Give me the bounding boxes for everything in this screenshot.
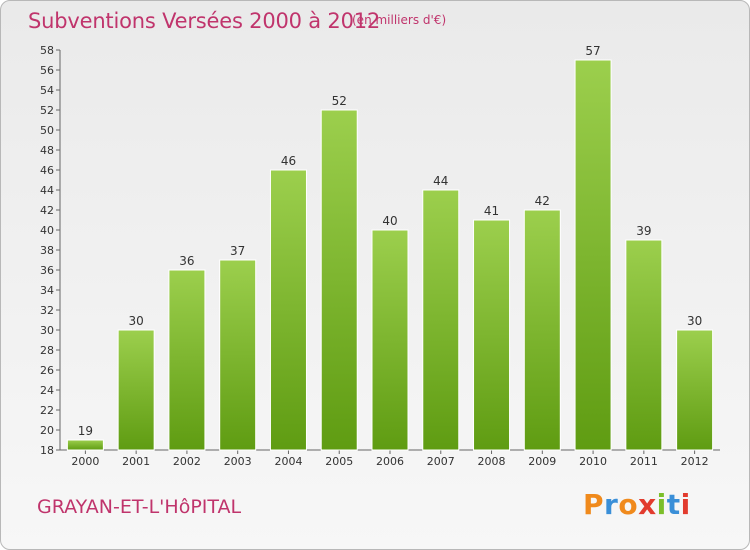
chart-title: Subventions Versées 2000 à 2012 [28,9,381,33]
bar-2007 [422,189,460,451]
bar-2010 [574,59,612,451]
y-tick-label: 36 [40,264,54,277]
data-label: 42 [535,194,550,208]
data-label: 44 [433,174,448,188]
logo-letter: P [583,488,605,521]
logo-letter: r [604,488,619,521]
x-tick-label: 2005 [325,455,353,468]
y-tick-label: 46 [40,164,54,177]
bar-2006 [371,229,409,451]
y-tick-label: 20 [40,424,54,437]
y-tick-label: 38 [40,244,54,257]
logo-letter: x [638,488,657,521]
chart-labels: 19 30 36 37 46 52 40 44 41 42 57 39 30 [78,44,703,438]
x-tick-label: 2009 [528,455,556,468]
proxiti-logo: Proxiti [583,488,691,521]
bar-2012 [676,329,714,451]
y-tick-label: 28 [40,344,54,357]
x-tick-label: 2003 [224,455,252,468]
commune-name: GRAYAN-ET-L'HôPITAL [37,496,242,518]
data-label: 30 [687,314,702,328]
x-tick-label: 2001 [122,455,150,468]
y-tick-label: 52 [40,104,54,117]
chart-subtitle: (en milliers d'€) [352,13,447,27]
y-tick-label: 24 [40,384,54,397]
x-tick-label: 2002 [173,455,201,468]
bar-2000 [66,439,104,451]
y-tick-label: 18 [40,444,54,457]
data-label: 39 [636,224,651,238]
x-tick-label: 2011 [630,455,658,468]
chart-bars [66,59,714,451]
bar-2004 [269,169,307,451]
data-label: 52 [332,94,347,108]
bar-2009 [523,209,561,451]
x-tick-label: 2007 [427,455,455,468]
y-tick-label: 26 [40,364,54,377]
bar-2002 [168,269,206,451]
x-tick-label: 2010 [579,455,607,468]
x-tick-label: 2000 [71,455,99,468]
data-label: 41 [484,204,499,218]
data-label: 30 [129,314,144,328]
x-tick-label: 2012 [681,455,709,468]
y-tick-label: 44 [40,184,54,197]
logo-letter: i [656,488,667,521]
logo-letter: i [680,488,691,521]
y-tick-label: 58 [40,44,54,57]
y-tick-label: 32 [40,304,54,317]
y-tick-label: 30 [40,324,54,337]
data-label: 46 [281,154,296,168]
x-tick-label: 2004 [274,455,302,468]
y-tick-label: 22 [40,404,54,417]
data-label: 37 [230,244,245,258]
data-label: 19 [78,424,93,438]
bar-2011 [625,239,663,451]
chart-axes: 18 20 22 24 26 28 30 32 34 36 38 40 42 44 46 48 50 52 54 56… [40,44,720,468]
bar-2008 [473,219,511,451]
data-label: 57 [585,44,600,58]
logo-letter: t [666,488,681,521]
logo-letter: o [618,488,639,521]
y-tick-label: 50 [40,124,54,137]
y-tick-label: 48 [40,144,54,157]
y-tick-label: 56 [40,64,54,77]
x-tick-label: 2006 [376,455,404,468]
y-tick-label: 54 [40,84,54,97]
bar-2005 [320,109,358,451]
y-tick-label: 40 [40,224,54,237]
data-label: 36 [179,254,194,268]
y-tick-label: 42 [40,204,54,217]
bar-2003 [219,259,257,451]
x-tick-label: 2008 [478,455,506,468]
data-label: 40 [382,214,397,228]
bar-2001 [117,329,155,451]
y-tick-label: 34 [40,284,54,297]
